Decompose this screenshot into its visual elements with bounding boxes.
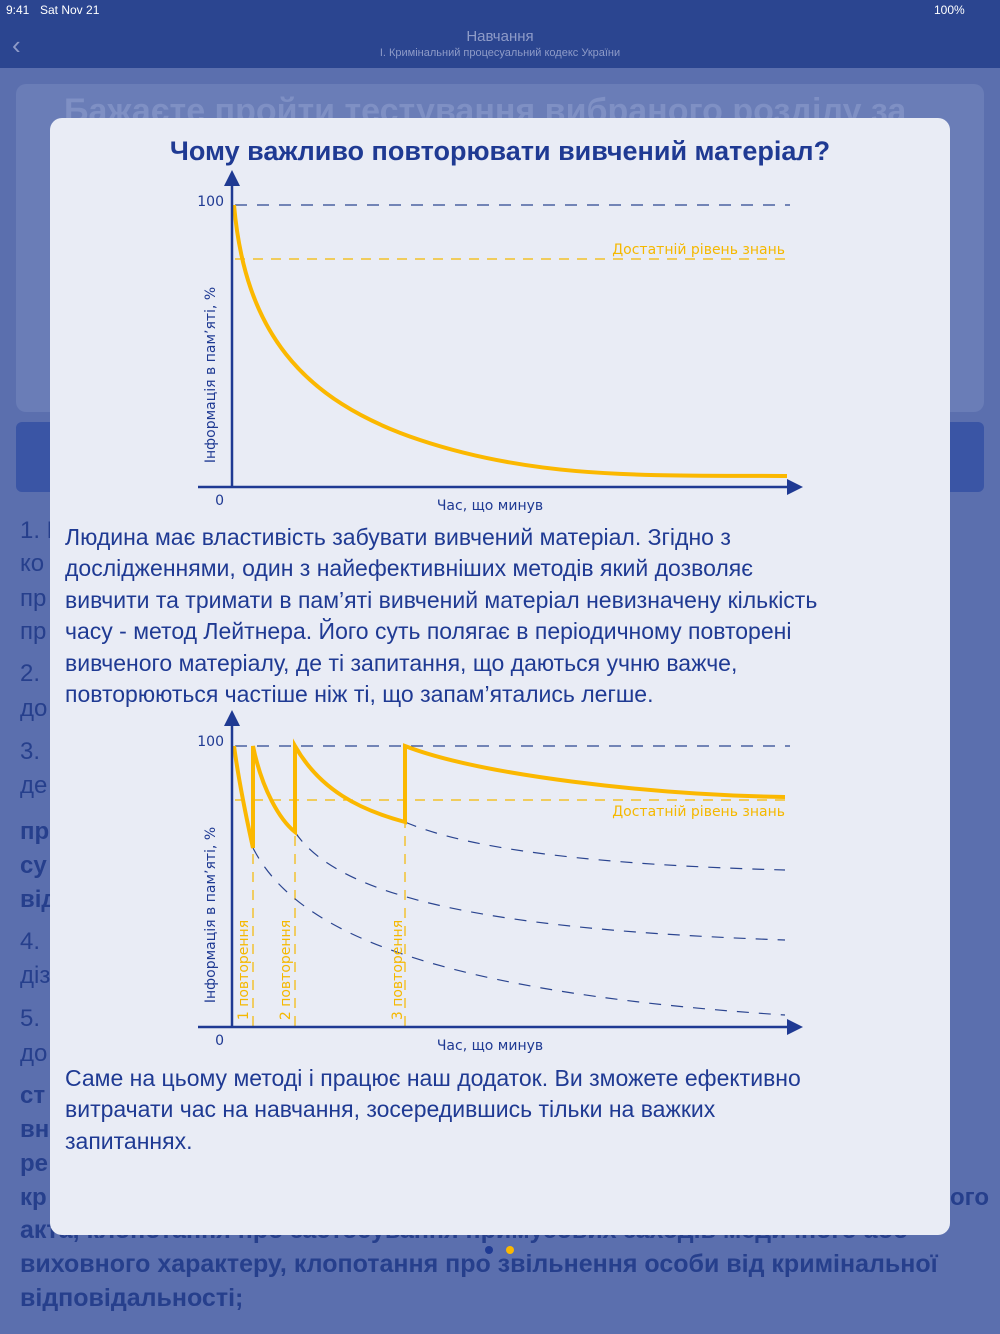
bg-fragment: діз (20, 962, 51, 989)
nav-subtitle: I. Кримінальний процесуальний кодекс Укр… (379, 47, 621, 59)
y-max: 100 (197, 734, 224, 750)
bg-fragment: до (20, 695, 48, 722)
x-label: Час, що минув (437, 498, 543, 514)
bg-fragment: де (20, 772, 48, 799)
paragraph-line: витрачати час на навчання, зосередившись… (65, 1096, 716, 1123)
y-label: Інформація в пам’яті, % (203, 827, 219, 1003)
modal (50, 118, 950, 1235)
nav-title: Навчання (466, 28, 534, 45)
paragraph-line: запитаннях. (65, 1127, 193, 1154)
back-button[interactable]: ‹ (12, 30, 21, 60)
bg-fragment: 2. (20, 660, 41, 687)
paragraph-line: вивченого матеріалу, де ті запитання, що… (65, 649, 738, 676)
y-min: 0 (215, 1033, 224, 1049)
page-dot[interactable] (485, 1246, 493, 1254)
bg-fragment: пр (20, 585, 47, 612)
bg-fragment: 5. (20, 1005, 41, 1032)
y-label: Інформація в пам’яті, % (203, 287, 219, 463)
threshold-label: Достатній рівень знань (612, 804, 785, 820)
paragraph-line: дослідженнями, один з найефективніших ме… (65, 555, 753, 582)
y-min: 0 (215, 493, 224, 509)
date: Sat Nov 21 (40, 3, 100, 17)
bg-fragment: ст (20, 1082, 46, 1109)
nav-bar (0, 0, 1000, 68)
modal-title: Чому важливо повторювати вивчений матері… (169, 136, 831, 166)
time: 9:41 (6, 3, 30, 17)
paragraph-line: Людина має властивість забувати вивчений… (65, 524, 731, 550)
bg-fragment: ого (950, 1184, 989, 1211)
bg-fragment: су (20, 852, 47, 879)
paragraph-line: часу - метод Лейтнера. Його суть полягає… (65, 618, 792, 645)
bg-fragment: вн (20, 1116, 50, 1143)
page-dot[interactable] (506, 1246, 514, 1254)
battery: 100% (934, 3, 965, 17)
repetition-label: 3 повторення (390, 920, 406, 1020)
bg-fragment: ко (20, 550, 45, 577)
bg-fragment: ре (20, 1150, 49, 1177)
bg-fragment: кр (20, 1184, 47, 1211)
bg-fragment: 3. (20, 738, 41, 765)
paragraph-line: повторюються частіше ніж ті, що запам’ят… (65, 681, 654, 707)
threshold-label: Достатній рівень знань (612, 242, 785, 258)
bg-fragment: 4. (20, 928, 41, 955)
bg-line: відповідальності; (20, 1284, 244, 1312)
bg-line: виховного характеру, клопотання про звіл… (20, 1250, 938, 1278)
bg-fragment: до (20, 1040, 48, 1067)
paragraph-line: Саме на цьому методі і працює наш додато… (65, 1065, 801, 1091)
bg-fragment: пр (20, 618, 47, 645)
y-max: 100 (197, 194, 224, 210)
repetition-label: 1 повторення (236, 920, 252, 1020)
paragraph-line: вивчити та тримати в пам’яті вивчений ма… (65, 586, 818, 613)
repetition-label: 2 повторення (278, 920, 294, 1020)
x-label: Час, що минув (437, 1038, 543, 1054)
bg-fragment: пр (20, 818, 50, 845)
